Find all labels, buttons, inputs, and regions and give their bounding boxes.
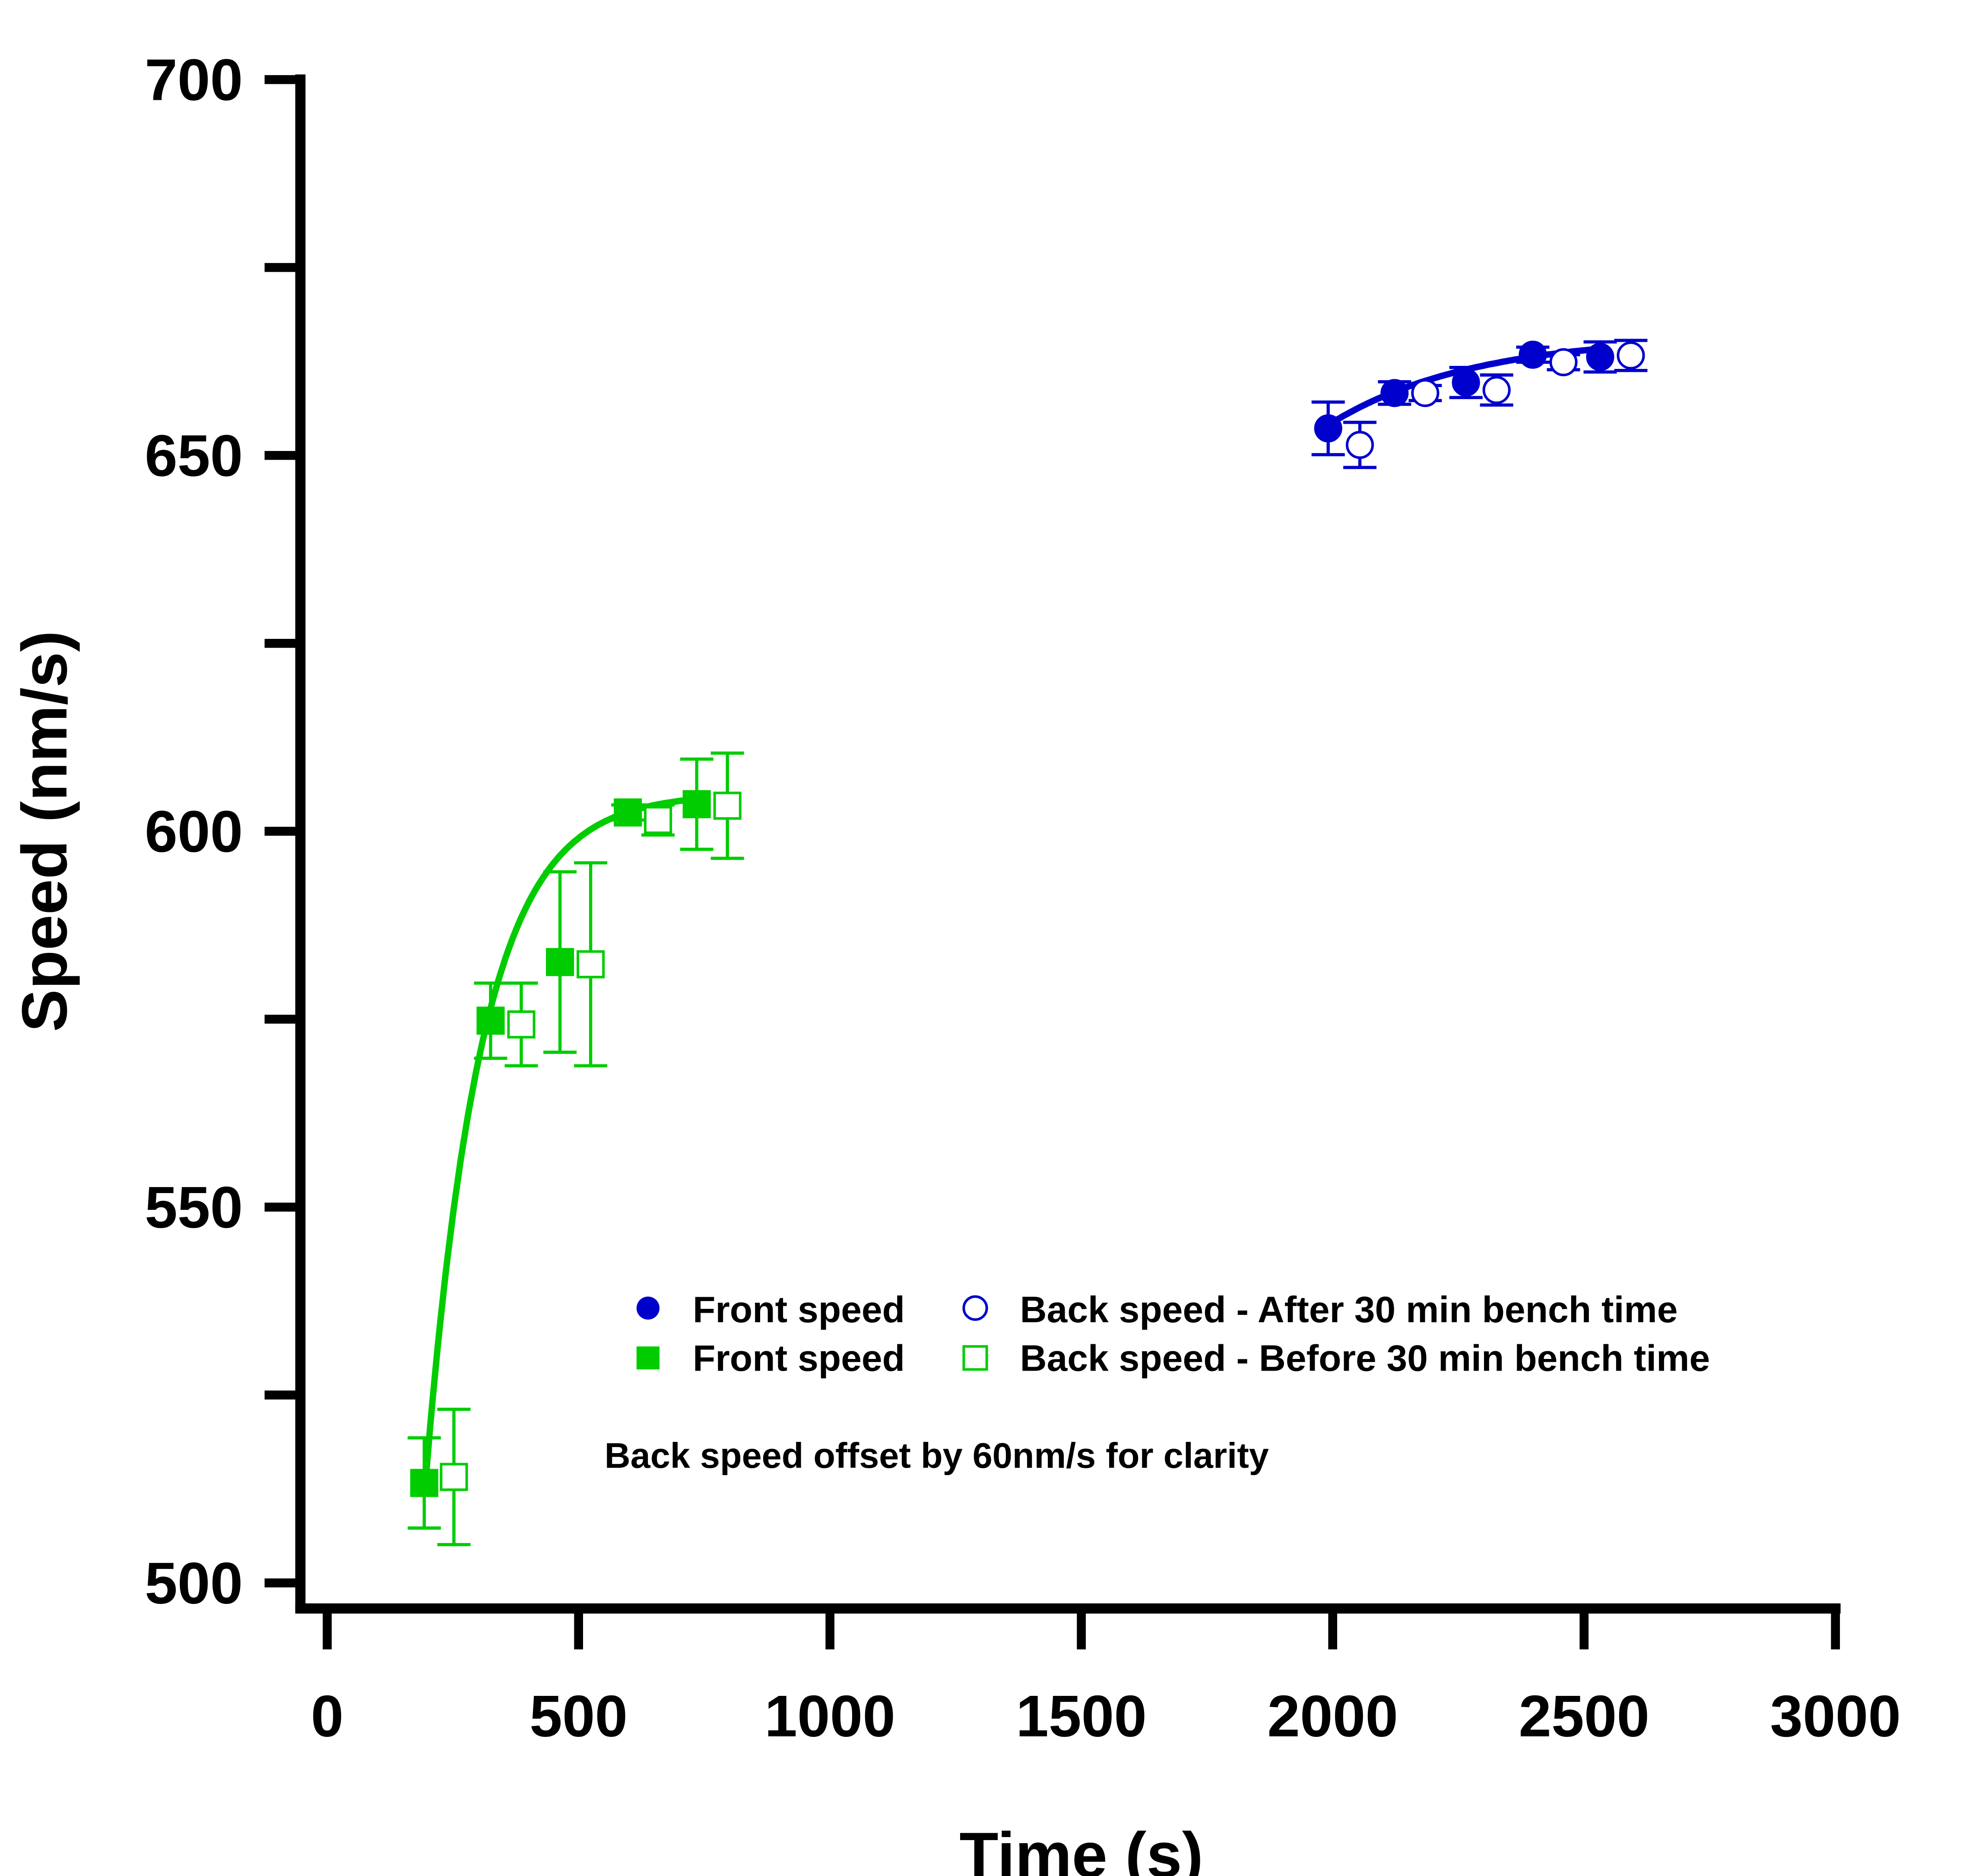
y-tick-label: 700 [145,47,243,113]
data-point [1411,379,1440,407]
x-tick-label: 3000 [1770,1683,1901,1749]
legend-label-1: Back speed - After 30 min bench time [1020,1289,1678,1330]
legend-label-0: Front speed [693,1289,905,1330]
y-tick-label: 500 [145,1550,243,1616]
legend-label-2: Front speed [693,1337,905,1379]
data-point [1314,414,1342,443]
data-point [1452,368,1480,397]
data-point [1482,376,1511,404]
data-point [476,1006,505,1035]
legend-marker-front-square [636,1346,660,1370]
data-point [1346,431,1374,459]
x-axis-label: Time (s) [959,1819,1203,1876]
data-point [546,948,574,976]
data-point [1380,379,1409,407]
data-point [682,790,711,819]
legend-marker-front-circle [636,1296,660,1320]
fit-curve-2 [422,795,705,1486]
data-point [614,798,642,827]
y-tick-label: 600 [145,799,243,864]
annotation: Back speed offset by 60nm/s for clarity [605,1435,1269,1476]
data-point [507,1010,536,1039]
axes: 500 550 600 650 700 0 500 1000 1500 2000 2500 3000 [145,47,1901,1749]
legend-label-3: Back speed - Before 30 min bench time [1020,1337,1710,1379]
x-tick-label: 500 [530,1683,628,1749]
x-tick-label: 1000 [764,1683,895,1749]
data-point [1519,340,1547,369]
data-point [713,791,742,820]
y-tick-label: 550 [145,1174,243,1240]
data-point [1617,341,1645,370]
data-point [1586,343,1614,371]
data-point [440,1463,468,1491]
data-point [410,1469,438,1497]
data-point [644,806,672,834]
legend: Front speed Back speed - After 30 min be… [636,1289,1710,1379]
x-tick-label: 2000 [1267,1683,1398,1749]
legend-marker-back-square [962,1345,988,1371]
x-tick-label: 2500 [1519,1683,1649,1749]
marks [407,339,1648,1546]
y-axis-label: Speed (nm/s) [9,631,80,1032]
legend-marker-back-circle [962,1295,988,1321]
x-tick-label: 1500 [1016,1683,1147,1749]
x-tick-label: 0 [311,1683,344,1749]
data-point [577,950,605,978]
data-point [1549,348,1578,377]
y-tick-label: 650 [145,423,243,489]
